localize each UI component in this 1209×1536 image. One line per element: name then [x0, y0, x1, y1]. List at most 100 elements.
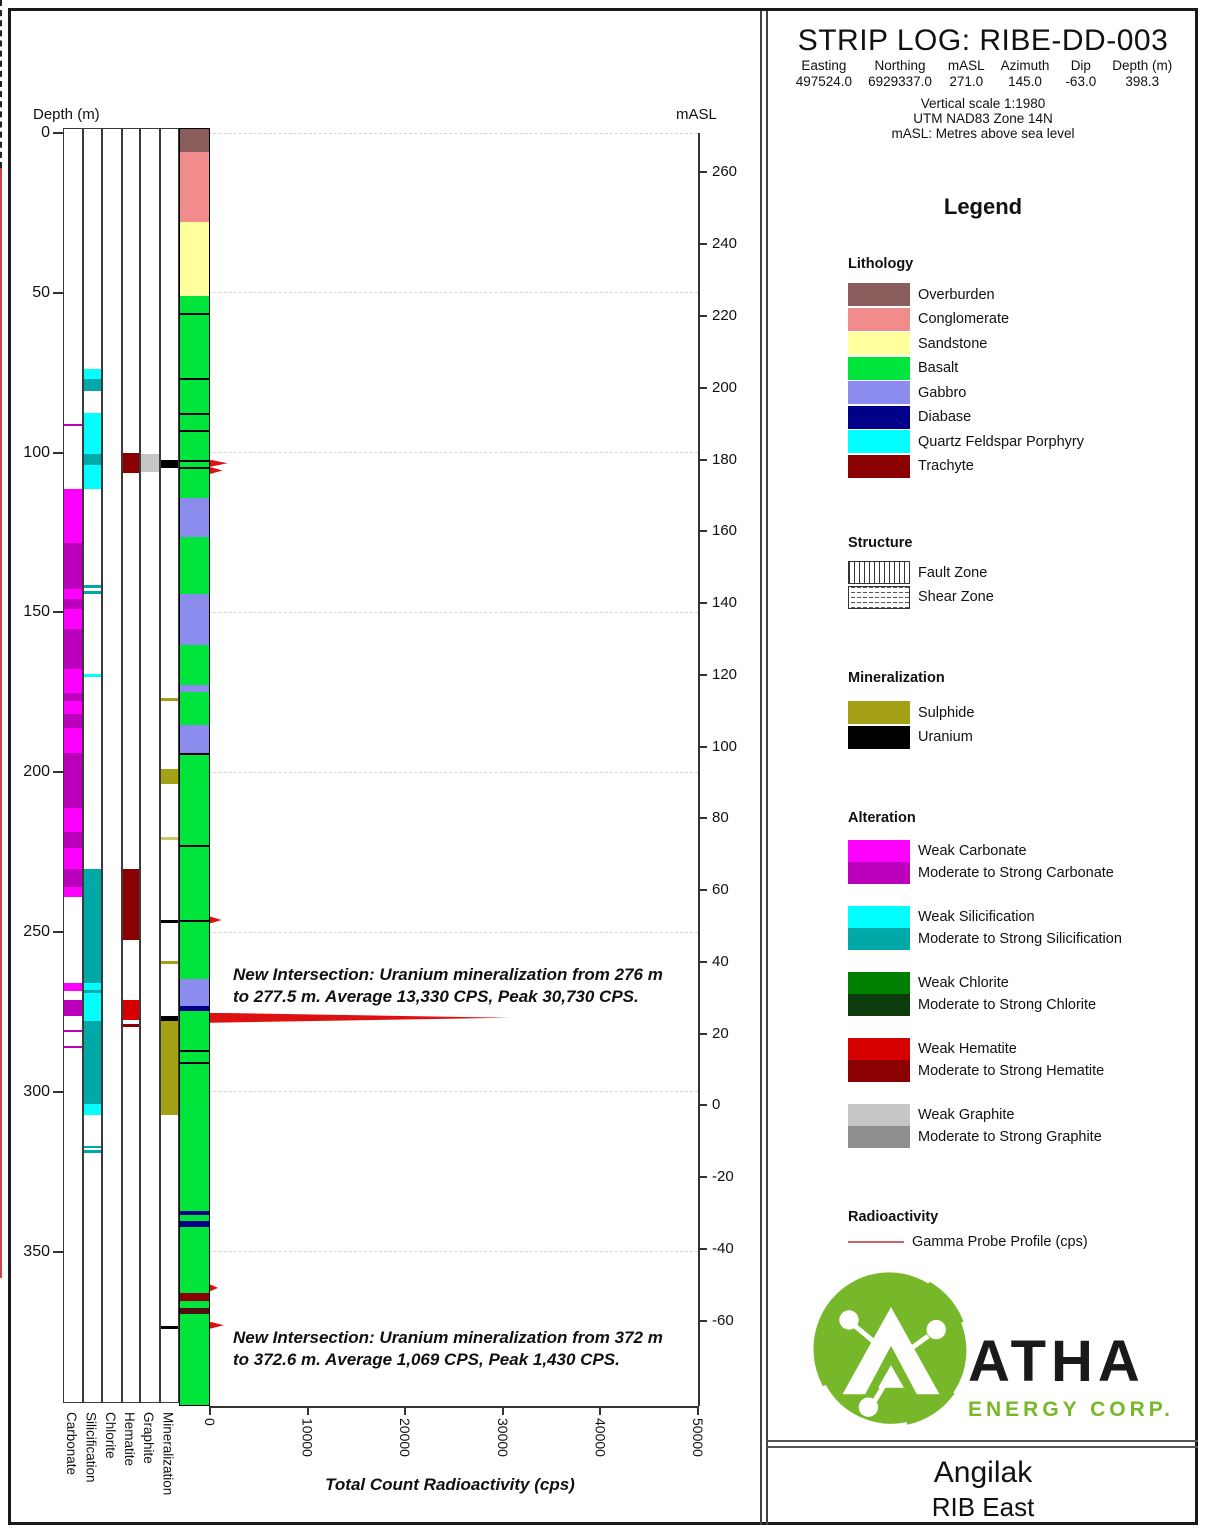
note-masl: mASL: Metres above sea level: [891, 126, 1075, 141]
silicification-interval: [84, 1150, 101, 1154]
masl-tick: [699, 1176, 707, 1179]
legend-title: Legend: [943, 194, 1023, 219]
column-silicification: [83, 128, 102, 1403]
mineralization-interval: [161, 1016, 178, 1022]
mineralization-interval: [161, 1326, 178, 1330]
hematite-interval: [123, 1000, 139, 1021]
legend-mineralization-item: Uranium: [848, 725, 974, 749]
masl-tick: [699, 243, 707, 246]
legend-lithology-item-swatch: [848, 454, 910, 478]
xaxis-tick: [404, 1406, 407, 1415]
legend-lithology-item: Diabase: [848, 405, 1084, 429]
carbonate-interval: [64, 1000, 82, 1017]
mineralization-interval: [161, 961, 178, 965]
silicification-interval: [84, 1145, 101, 1149]
silicification-interval: [84, 584, 101, 588]
legend-radioactivity-list: Gamma Probe Profile (cps): [848, 1234, 1088, 1252]
carbonate-interval: [64, 714, 82, 728]
mineralization-interval: [161, 920, 178, 923]
lithology-contact: [180, 312, 209, 315]
lithology-interval-bas: [180, 1215, 209, 1221]
masl-tick-label: -40: [712, 1239, 734, 1257]
collar-field: Depth (m) 398.3: [1112, 58, 1173, 89]
lithology-interval-bas: [180, 864, 209, 870]
collar-field: Dip -63.0: [1065, 58, 1097, 89]
xaxis-line: [210, 1406, 698, 1408]
silicification-interval: [84, 453, 101, 465]
carbonate-interval: [64, 599, 82, 609]
masl-tick: [699, 960, 707, 963]
masl-tick-label: 200: [712, 378, 738, 396]
lithology-interval-bas: [180, 1010, 209, 1113]
depth-gridline: [63, 1251, 698, 1253]
legend-alteration-group: Weak Graphite Moderate to Strong Graphite: [848, 1104, 1122, 1148]
carbonate-interval: [64, 589, 82, 600]
gamma-spike: [210, 467, 223, 475]
gamma-casing-dashed-line: [0, 0, 2, 169]
note-datum: UTM NAD83 Zone 14N: [913, 111, 1053, 126]
masl-tick-label: -60: [712, 1311, 734, 1329]
lithology-contact: [180, 919, 209, 922]
legend-structure-item: Fault Zone: [848, 561, 994, 584]
masl-tick-label: -20: [712, 1168, 734, 1186]
lithology-interval-gab: [180, 498, 209, 508]
masl-tick-label: 140: [712, 594, 738, 612]
gamma-line-swatch: [848, 1241, 904, 1243]
silicification-interval: [84, 674, 101, 678]
lithology-interval-bas: [180, 1300, 209, 1308]
lithology-interval-bas: [180, 923, 209, 954]
lithology-contact: [180, 430, 209, 433]
xaxis-tick-label: 30000: [494, 1418, 511, 1457]
legend-structure-item-label: Shear Zone: [918, 589, 994, 605]
legend-mineralization-item-swatch: [848, 725, 910, 749]
carbonate-interval: [64, 848, 82, 870]
masl-tick: [699, 530, 707, 533]
legend-lithology-item-swatch: [848, 430, 910, 453]
lithology-interval-bas: [180, 869, 209, 887]
depth-tick-label: 350: [23, 1242, 50, 1260]
depth-tick: [53, 132, 63, 134]
intersection-annotation: New Intersection: Uranium mineralization…: [233, 1328, 663, 1370]
lithology-interval-ovb: [180, 129, 209, 152]
column-label-silicification: Silicification: [83, 1412, 99, 1483]
carbonate-interval: [64, 832, 82, 849]
xaxis-tick: [501, 1406, 504, 1415]
legend-section-lithology: Lithology: [848, 256, 914, 272]
legend-lithology-item: Conglomerate: [848, 307, 1084, 331]
depth-tick-label: 100: [23, 443, 50, 461]
lithology-interval-tra: [180, 1292, 209, 1301]
legend-lithology-item: Overburden: [848, 283, 1084, 306]
lithology-interval-gab: [180, 507, 209, 537]
masl-axis-title: mASL: [676, 106, 717, 123]
masl-tick-label: 120: [712, 665, 738, 683]
carbonate-interval: [64, 808, 82, 833]
carbonate-interval: [64, 1029, 82, 1033]
lithology-interval-bas: [180, 953, 209, 980]
column-hematite: [122, 128, 140, 1403]
legend-section-alteration: Alteration: [848, 810, 916, 826]
legend-lithology-item-label: Conglomerate: [918, 311, 1010, 327]
xaxis-tick-label: 20000: [397, 1418, 414, 1457]
masl-tick-label: 20: [712, 1024, 729, 1042]
column-chlorite: [102, 128, 122, 1403]
silicification-interval: [84, 591, 101, 595]
masl-tick-label: 180: [712, 450, 738, 468]
lithology-interval-bas: [180, 371, 209, 404]
lithology-interval-bas: [180, 536, 209, 572]
lithology-interval-bas: [180, 821, 209, 827]
depth-tick-label: 250: [23, 923, 50, 941]
page-border: [8, 8, 1198, 1525]
masl-tick: [699, 171, 707, 174]
masl-tick-label: 260: [712, 163, 738, 181]
depth-axis-title: Depth (m): [33, 106, 100, 123]
depth-gridline: [63, 1091, 698, 1093]
xaxis-title: Total Count Radioactivity (cps): [325, 1475, 575, 1494]
lithology-interval-bas: [180, 455, 209, 476]
lithology-interval-dia: [180, 1210, 209, 1216]
legend-lithology-item-swatch: [848, 283, 910, 306]
xaxis-tick-label: 10000: [299, 1418, 316, 1457]
lithology-strip: [179, 128, 210, 1406]
lithology-interval-bas: [180, 1227, 209, 1293]
carbonate-interval: [64, 886, 82, 898]
lithology-contact: [180, 1061, 209, 1064]
